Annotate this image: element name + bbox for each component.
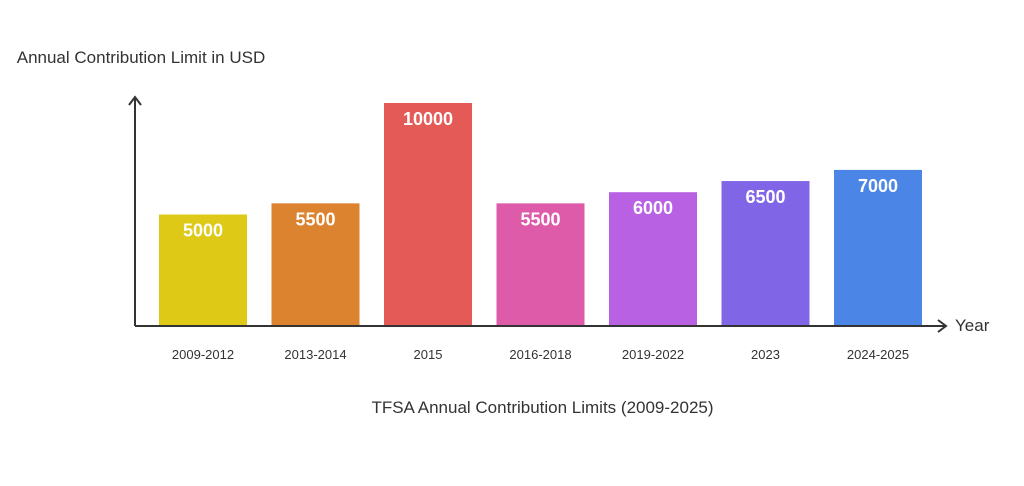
category-label-2024-2025: 2024-2025 xyxy=(847,347,909,362)
bar-2013-2014 xyxy=(271,203,360,326)
bar-2016-2018 xyxy=(496,203,585,326)
bar-2023 xyxy=(721,181,810,326)
bar-2024-2025 xyxy=(834,169,922,326)
y-axis-arrow-icon xyxy=(128,95,142,106)
chart-title: TFSA Annual Contribution Limits (2009-20… xyxy=(371,398,714,417)
category-labels: 2009-2012 2013-2014 2015 2016-2018 2019-2022… xyxy=(172,347,909,362)
category-label-2019-2022: 2019-2022 xyxy=(622,347,684,362)
value-label-2009-2012: 5000 xyxy=(183,221,223,241)
value-label-2023: 6500 xyxy=(745,187,785,207)
category-label-2015: 2015 xyxy=(414,347,443,362)
bar-2019-2022 xyxy=(609,192,697,326)
value-label-2024-2025: 7000 xyxy=(858,176,898,196)
x-axis-label: Year xyxy=(955,316,990,335)
category-label-2023: 2023 xyxy=(751,347,780,362)
bar-2015 xyxy=(384,103,472,326)
value-label-2019-2022: 6000 xyxy=(633,198,673,218)
bar-group xyxy=(159,103,922,326)
category-label-2016-2018: 2016-2018 xyxy=(509,347,571,362)
category-label-2009-2012: 2009-2012 xyxy=(172,347,234,362)
value-labels: 5000 5500 10000 5500 6000 6500 7000 xyxy=(183,109,898,241)
axes xyxy=(128,95,948,333)
bar-2009-2012 xyxy=(159,214,247,326)
value-label-2016-2018: 5500 xyxy=(520,209,560,229)
category-label-2013-2014: 2013-2014 xyxy=(284,347,346,362)
value-label-2015: 10000 xyxy=(403,109,453,129)
x-axis-arrow-icon xyxy=(937,319,948,333)
value-label-2013-2014: 5500 xyxy=(295,209,335,229)
y-axis-label: Annual Contribution Limit in USD xyxy=(16,48,266,67)
